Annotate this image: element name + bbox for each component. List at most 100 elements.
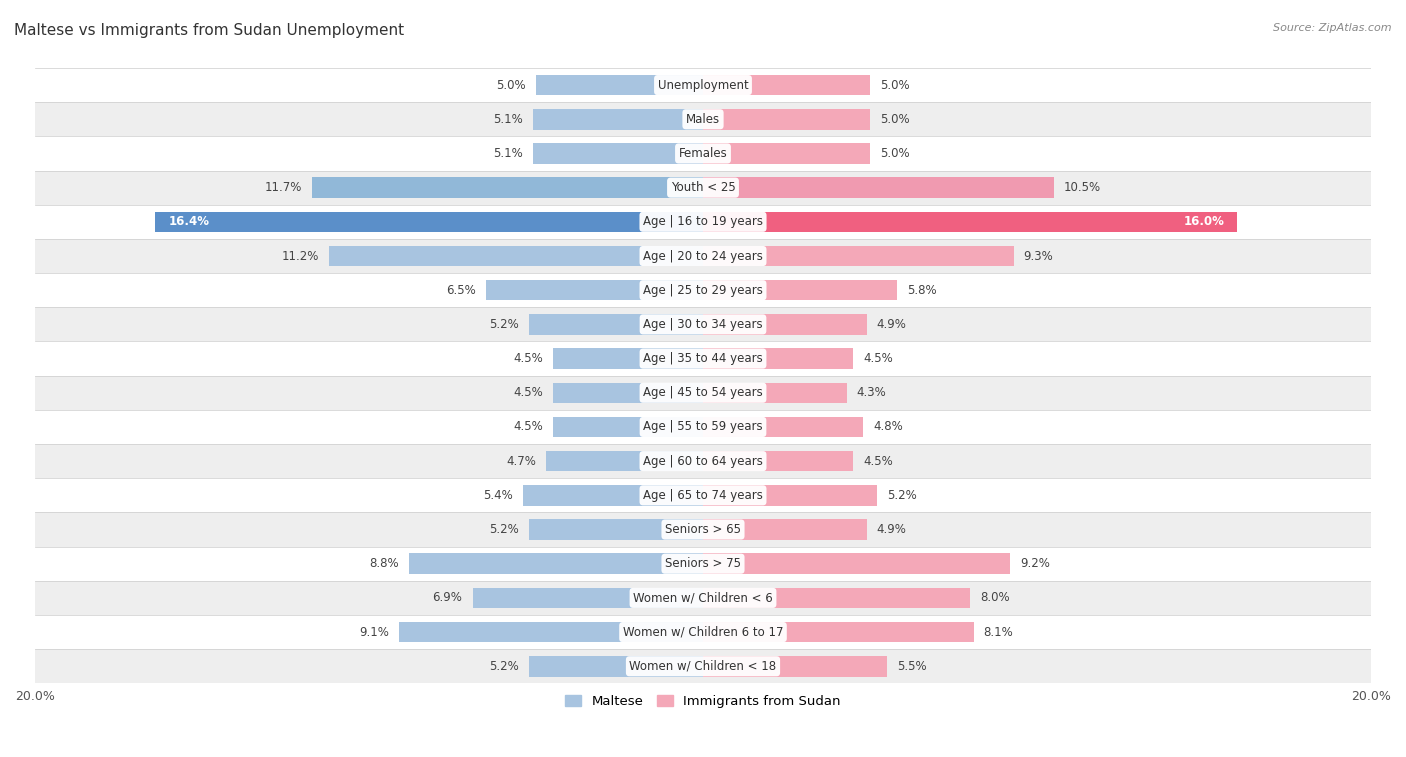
Bar [703,656,887,677]
Bar [529,314,703,335]
Text: 4.9%: 4.9% [877,523,907,536]
Text: 9.1%: 9.1% [359,625,389,639]
Bar [35,650,1371,684]
Text: 6.5%: 6.5% [446,284,475,297]
Bar [553,348,703,369]
Text: 5.2%: 5.2% [489,318,519,331]
Bar [35,136,1371,170]
Bar [312,177,703,198]
Bar [703,416,863,438]
Bar [472,587,703,608]
Text: Age | 65 to 74 years: Age | 65 to 74 years [643,489,763,502]
Text: 4.9%: 4.9% [877,318,907,331]
Text: 4.5%: 4.5% [863,352,893,365]
Text: 4.8%: 4.8% [873,420,903,434]
Text: Age | 20 to 24 years: Age | 20 to 24 years [643,250,763,263]
Text: Seniors > 65: Seniors > 65 [665,523,741,536]
Text: 5.0%: 5.0% [880,79,910,92]
Bar [35,102,1371,136]
Bar [35,410,1371,444]
Text: 5.0%: 5.0% [496,79,526,92]
Bar [553,382,703,403]
Bar [703,109,870,129]
Text: 16.0%: 16.0% [1184,215,1225,229]
Text: 9.3%: 9.3% [1024,250,1053,263]
Bar [35,273,1371,307]
Bar [35,307,1371,341]
Bar [703,75,870,95]
Text: 5.5%: 5.5% [897,660,927,673]
Text: Age | 45 to 54 years: Age | 45 to 54 years [643,386,763,399]
Text: 9.2%: 9.2% [1021,557,1050,570]
Bar [546,451,703,472]
Text: Maltese vs Immigrants from Sudan Unemployment: Maltese vs Immigrants from Sudan Unemplo… [14,23,404,38]
Bar [703,451,853,472]
Text: 4.5%: 4.5% [513,352,543,365]
Text: Women w/ Children < 6: Women w/ Children < 6 [633,591,773,604]
Text: Age | 30 to 34 years: Age | 30 to 34 years [643,318,763,331]
Bar [703,280,897,301]
Bar [155,211,703,232]
Bar [529,656,703,677]
Bar [533,143,703,164]
Text: 5.1%: 5.1% [494,147,523,160]
Bar [533,109,703,129]
Text: 4.5%: 4.5% [863,455,893,468]
Text: 11.7%: 11.7% [264,181,302,194]
Bar [536,75,703,95]
Bar [35,547,1371,581]
Text: 5.0%: 5.0% [880,147,910,160]
Bar [703,314,866,335]
Text: Age | 35 to 44 years: Age | 35 to 44 years [643,352,763,365]
Text: 5.8%: 5.8% [907,284,936,297]
Bar [329,246,703,266]
Bar [703,143,870,164]
Text: Age | 25 to 29 years: Age | 25 to 29 years [643,284,763,297]
Legend: Maltese, Immigrants from Sudan: Maltese, Immigrants from Sudan [560,690,846,714]
Text: 5.4%: 5.4% [482,489,513,502]
Text: 5.1%: 5.1% [494,113,523,126]
Text: 11.2%: 11.2% [281,250,319,263]
Text: Unemployment: Unemployment [658,79,748,92]
Text: 8.8%: 8.8% [370,557,399,570]
Text: 5.0%: 5.0% [880,113,910,126]
Bar [35,512,1371,547]
Bar [703,177,1053,198]
Bar [523,485,703,506]
Text: 6.9%: 6.9% [433,591,463,604]
Bar [399,621,703,643]
Text: 8.1%: 8.1% [984,625,1014,639]
Bar [35,478,1371,512]
Bar [703,382,846,403]
Bar [35,341,1371,375]
Bar [703,211,1237,232]
Bar [35,375,1371,410]
Bar [703,485,877,506]
Bar [486,280,703,301]
Text: 5.2%: 5.2% [489,523,519,536]
Bar [553,416,703,438]
Bar [703,587,970,608]
Text: Males: Males [686,113,720,126]
Text: 8.0%: 8.0% [980,591,1010,604]
Text: Age | 55 to 59 years: Age | 55 to 59 years [643,420,763,434]
Text: 16.4%: 16.4% [169,215,209,229]
Bar [703,621,973,643]
Bar [35,170,1371,204]
Text: 4.7%: 4.7% [506,455,536,468]
Text: Youth < 25: Youth < 25 [671,181,735,194]
Text: 4.3%: 4.3% [856,386,886,399]
Text: Women w/ Children 6 to 17: Women w/ Children 6 to 17 [623,625,783,639]
Text: Source: ZipAtlas.com: Source: ZipAtlas.com [1274,23,1392,33]
Text: 4.5%: 4.5% [513,420,543,434]
Text: Seniors > 75: Seniors > 75 [665,557,741,570]
Bar [409,553,703,574]
Text: Females: Females [679,147,727,160]
Bar [529,519,703,540]
Text: Women w/ Children < 18: Women w/ Children < 18 [630,660,776,673]
Bar [35,204,1371,239]
Text: 10.5%: 10.5% [1064,181,1101,194]
Bar [35,68,1371,102]
Text: 5.2%: 5.2% [489,660,519,673]
Bar [35,444,1371,478]
